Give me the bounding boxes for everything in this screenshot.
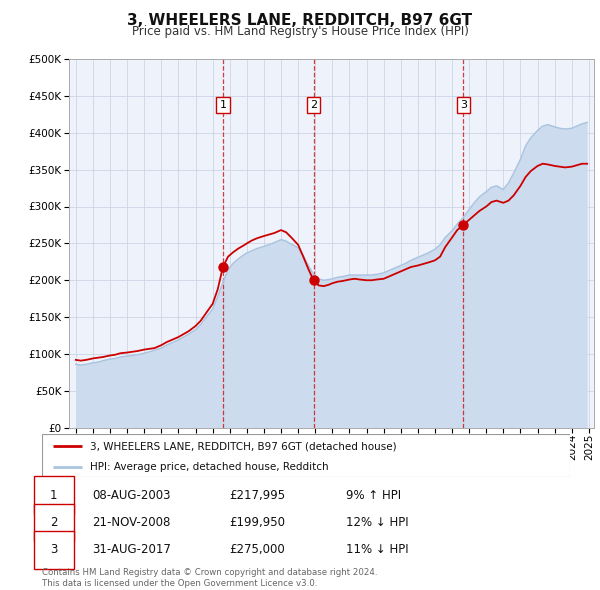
Text: 31-AUG-2017: 31-AUG-2017 bbox=[92, 543, 171, 556]
Text: 21-NOV-2008: 21-NOV-2008 bbox=[92, 516, 170, 529]
Text: 9% ↑ HPI: 9% ↑ HPI bbox=[346, 489, 401, 502]
Text: 2: 2 bbox=[50, 516, 58, 529]
Text: 3, WHEELERS LANE, REDDITCH, B97 6GT (detached house): 3, WHEELERS LANE, REDDITCH, B97 6GT (det… bbox=[89, 441, 396, 451]
Text: 2: 2 bbox=[310, 100, 317, 110]
Bar bbox=[34, 504, 74, 541]
Text: HPI: Average price, detached house, Redditch: HPI: Average price, detached house, Redd… bbox=[89, 463, 328, 473]
Text: 1: 1 bbox=[50, 489, 58, 502]
Text: 3: 3 bbox=[50, 543, 58, 556]
Text: Price paid vs. HM Land Registry's House Price Index (HPI): Price paid vs. HM Land Registry's House … bbox=[131, 25, 469, 38]
Bar bbox=[34, 476, 74, 514]
Text: 3: 3 bbox=[460, 100, 467, 110]
Text: £199,950: £199,950 bbox=[229, 516, 286, 529]
Text: 3, WHEELERS LANE, REDDITCH, B97 6GT: 3, WHEELERS LANE, REDDITCH, B97 6GT bbox=[127, 13, 473, 28]
Text: £275,000: £275,000 bbox=[229, 543, 285, 556]
Text: 1: 1 bbox=[220, 100, 226, 110]
Text: 12% ↓ HPI: 12% ↓ HPI bbox=[346, 516, 408, 529]
Text: 11% ↓ HPI: 11% ↓ HPI bbox=[346, 543, 408, 556]
Text: £217,995: £217,995 bbox=[229, 489, 286, 502]
Text: Contains HM Land Registry data © Crown copyright and database right 2024.
This d: Contains HM Land Registry data © Crown c… bbox=[42, 568, 377, 588]
Bar bbox=[34, 531, 74, 569]
Text: 08-AUG-2003: 08-AUG-2003 bbox=[92, 489, 170, 502]
